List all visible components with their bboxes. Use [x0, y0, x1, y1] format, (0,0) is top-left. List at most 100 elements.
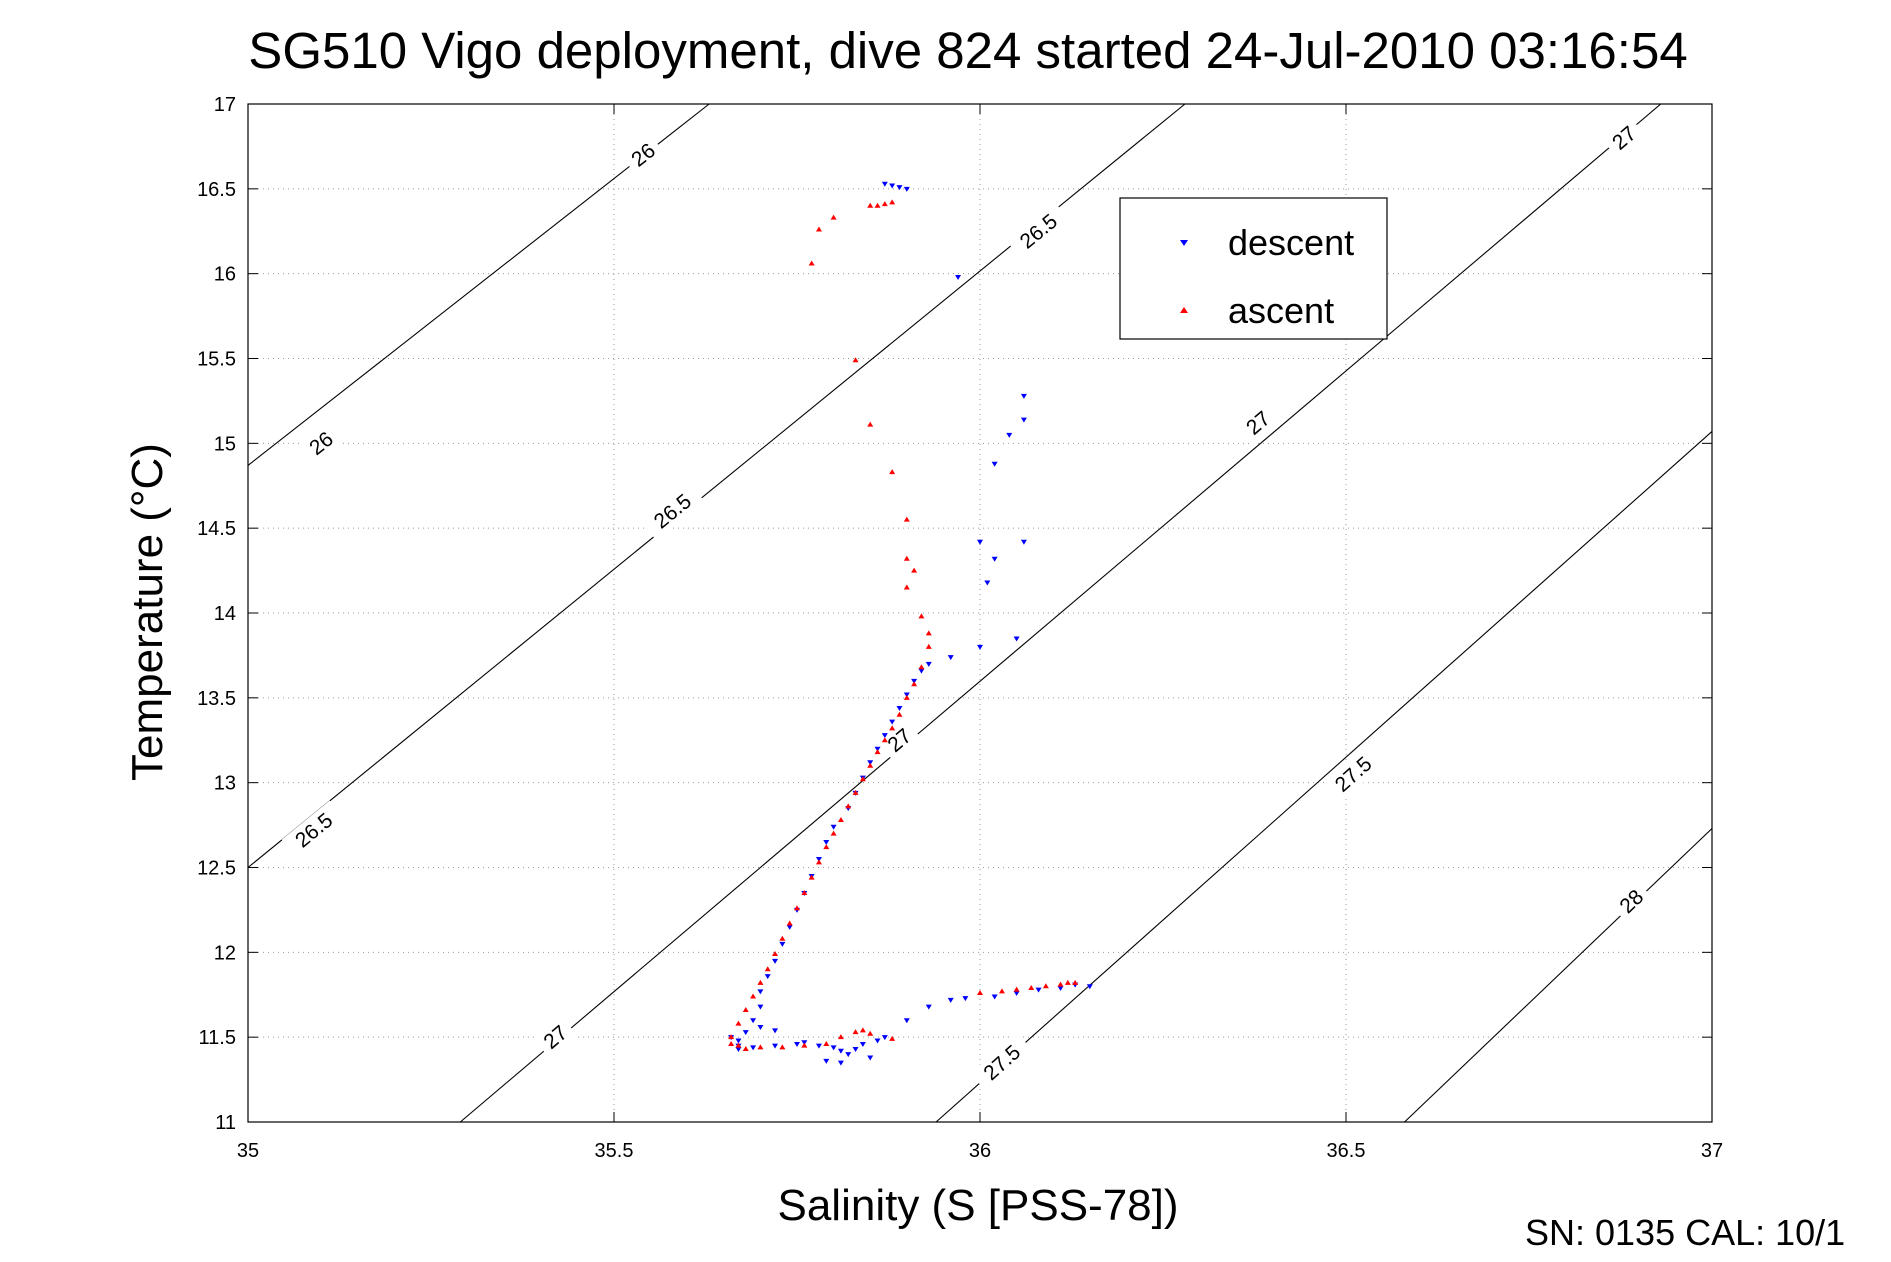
density-contour-label: 28 [1609, 879, 1654, 924]
ascent-point [889, 199, 896, 205]
y-tick-label: 14 [214, 603, 236, 625]
x-tick-label: 35.5 [595, 1140, 634, 1162]
density-contour-line [935, 431, 1713, 1123]
descent-point [837, 1048, 844, 1054]
legend-box [1119, 197, 1388, 340]
descent-point [896, 706, 903, 712]
y-tick-label: 12.5 [197, 858, 236, 880]
contour-label-background [1321, 743, 1386, 805]
descent-point [852, 1047, 859, 1053]
ascent-point [852, 1029, 859, 1035]
descent-point [764, 974, 771, 980]
descent-point [874, 1038, 881, 1044]
ascent-point [830, 214, 837, 220]
ascent-point [823, 1040, 830, 1046]
ascent-point [867, 1030, 874, 1036]
descent-point [984, 580, 991, 586]
legend-ascent-marker [1180, 307, 1188, 313]
descent-point [772, 1043, 779, 1049]
ascent-point [815, 859, 822, 865]
ascent-point [786, 920, 793, 926]
descent-point [977, 644, 983, 650]
ascent-point [925, 643, 932, 649]
ascent-point [1028, 984, 1035, 990]
ascent-point [867, 762, 874, 768]
ascent-point [735, 1042, 742, 1048]
contour-label-background [1609, 879, 1654, 924]
density-contour-label: 26.5 [640, 481, 705, 541]
ascent-point [1064, 979, 1071, 985]
ascent-point [779, 935, 786, 941]
contour-label-background [1602, 116, 1647, 160]
density-contour-label: 27 [533, 1015, 578, 1059]
y-tick-label: 12 [214, 942, 236, 964]
descent-point [830, 1045, 837, 1051]
ascent-point [889, 469, 896, 475]
ascent-point [852, 789, 859, 795]
ascent-point [772, 951, 779, 957]
ascent-point [903, 694, 910, 700]
descent-point [977, 539, 983, 545]
ascent-points [728, 199, 1079, 1052]
ascent-point [1013, 986, 1020, 992]
descent-point [845, 1052, 852, 1058]
contour-label-background [621, 133, 666, 177]
descent-point [962, 996, 969, 1002]
calibration-footer: SN: 0135 CAL: 10/1 [1525, 1212, 1845, 1253]
ascent-point [808, 260, 815, 266]
x-tick-label: 36 [969, 1140, 991, 1162]
ascent-point [881, 737, 888, 743]
ascent-point [1042, 983, 1049, 989]
density-contour-line [1404, 828, 1713, 1123]
contour-label-background [299, 421, 344, 465]
ascent-point [815, 226, 822, 232]
x-tick-label: 36.5 [1327, 1140, 1366, 1162]
descent-point [896, 185, 903, 191]
x-axis-ticks: 35 35.5 36 36.5 37 [237, 104, 1723, 1162]
descent-point [1020, 539, 1027, 545]
descent-point [779, 941, 786, 947]
density-contour-label: 26.5 [281, 800, 347, 860]
descent-point [837, 1060, 844, 1066]
density-contour-line [459, 103, 1662, 1123]
descent-point [859, 1041, 866, 1047]
y-tick-label: 17 [214, 94, 236, 116]
ascent-point [750, 993, 757, 999]
contour-label-background [970, 1032, 1034, 1093]
legend: descent ascent [1119, 197, 1388, 340]
ascent-point [918, 664, 925, 670]
x-tick-label: 37 [1701, 1140, 1723, 1162]
descent-point [925, 661, 932, 667]
contour-label-background [1236, 401, 1281, 445]
descent-point [786, 924, 793, 930]
descent-point [918, 668, 925, 674]
ascent-point [823, 844, 830, 850]
descent-point [881, 1035, 888, 1041]
descent-point [735, 1038, 742, 1044]
ascent-point [859, 1027, 866, 1033]
chart-title: SG510 Vigo deployment, dive 824 started … [248, 22, 1687, 79]
ascent-point [837, 816, 844, 822]
contour-label-background [1006, 201, 1071, 261]
density-contour-label: 27 [1236, 401, 1281, 445]
ascent-point [881, 201, 888, 207]
legend-descent-label: descent [1228, 222, 1354, 263]
legend-ascent-label: ascent [1228, 290, 1334, 331]
contour-label-background [281, 800, 347, 860]
density-contour-label: 27.5 [1321, 743, 1386, 805]
descent-point [1020, 417, 1027, 423]
ascent-point [852, 357, 859, 363]
y-axis-ticks: 11 11.5 12 12.5 13 13.5 14 14.5 15 15.5 16 16.5 17 [197, 94, 1712, 1134]
ascent-point [903, 584, 910, 590]
descent-point [947, 997, 954, 1003]
descent-point [823, 840, 830, 846]
descent-point [889, 719, 896, 725]
ascent-point [867, 421, 874, 427]
ascent-point [764, 966, 771, 972]
y-tick-label: 16 [214, 264, 236, 286]
y-tick-label: 11 [215, 1112, 236, 1134]
legend-descent-marker [1180, 240, 1188, 246]
ascent-point [896, 711, 903, 717]
ascent-point [903, 516, 910, 522]
descent-point [867, 1055, 874, 1061]
